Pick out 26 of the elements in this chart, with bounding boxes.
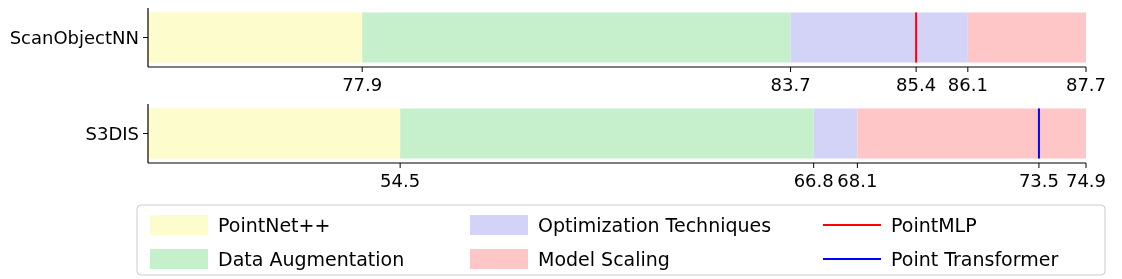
legend-label: Point Transformer: [891, 247, 1059, 270]
bar: [790, 12, 968, 63]
legend-label: Data Augmentation: [218, 247, 405, 270]
x-tick-label: 68.1: [837, 170, 878, 191]
x-tick-label: 66.8: [793, 170, 834, 191]
x-tick-label: 54.5: [380, 170, 421, 191]
x-tick-label: 85.4: [896, 74, 937, 95]
y-tick-label: ScanObjectNN: [9, 26, 139, 48]
x-tick-label: 87.7: [1065, 74, 1107, 95]
x-tick-label: 73.5: [1018, 170, 1059, 191]
bar: [400, 108, 814, 159]
x-tick-label: 77.9: [342, 74, 383, 95]
y-tick-label: S3DIS: [85, 122, 139, 144]
bar: [362, 12, 791, 63]
x-tick-label: 83.7: [770, 74, 811, 95]
x-tick-label: 74.9: [1065, 170, 1107, 191]
x-tick-label: 86.1: [947, 74, 988, 95]
legend-label: PointNet++: [218, 213, 331, 236]
legend-label: PointMLP: [891, 213, 977, 236]
legend-label: Optimization Techniques: [538, 213, 772, 236]
bar: [857, 108, 1086, 159]
bar: [967, 12, 1086, 63]
legend-label: Model Scaling: [538, 247, 670, 270]
bar: [148, 108, 401, 159]
bar: [148, 12, 363, 63]
bar: [813, 108, 858, 159]
